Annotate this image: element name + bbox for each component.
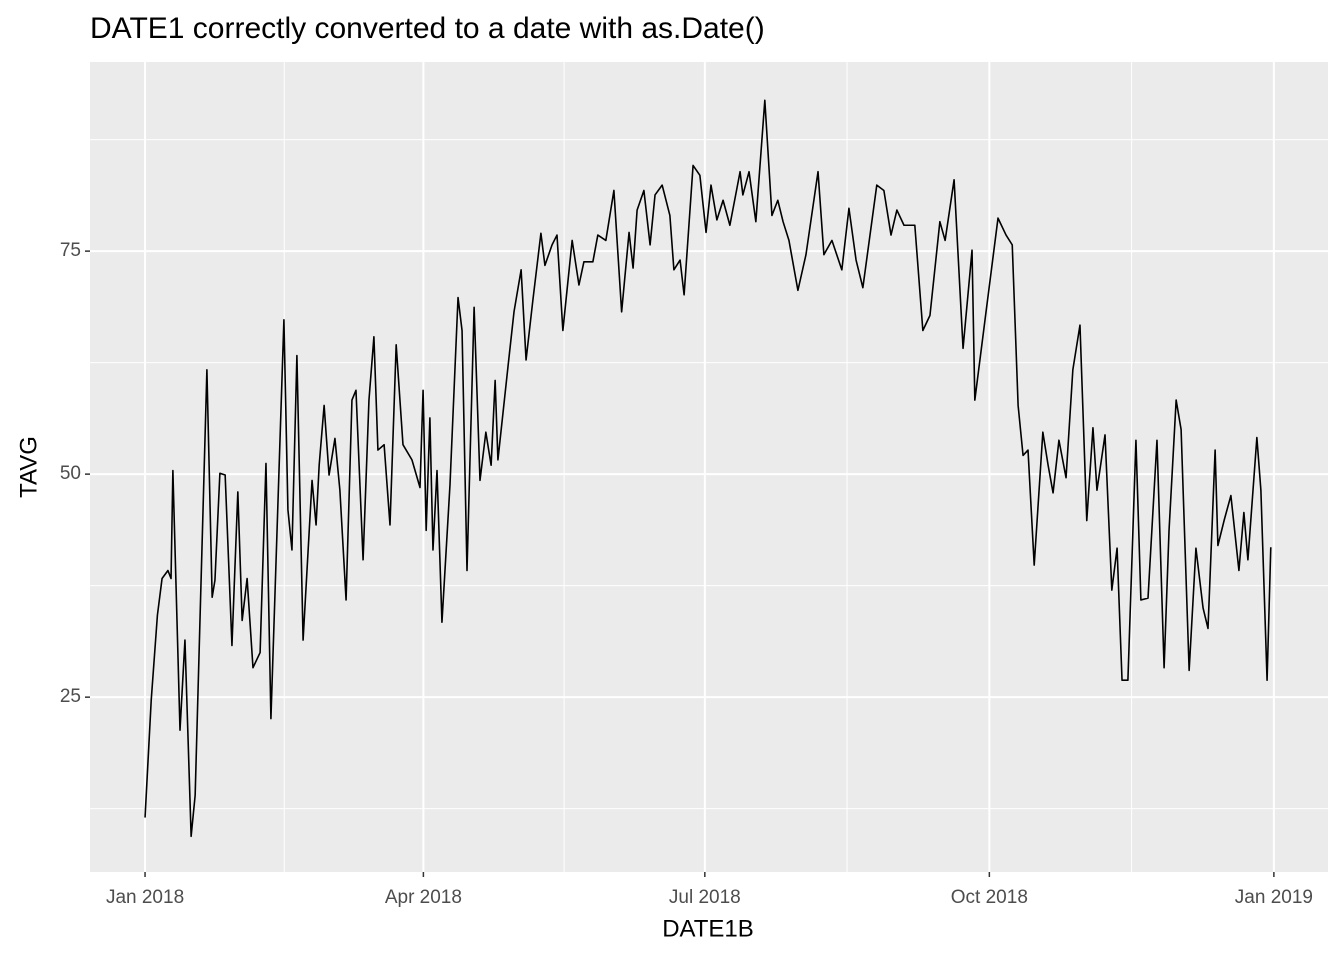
y-tick-label: 75 (60, 240, 81, 261)
y-axis-label: TAVG (15, 436, 42, 498)
plot-background (90, 62, 1328, 872)
y-tick-label: 50 (60, 463, 81, 484)
data-line (144, 99, 1272, 838)
x-tick-label: Oct 2018 (951, 887, 1028, 908)
x-axis-label: DATE1B (662, 915, 754, 942)
chart-title: DATE1 correctly converted to a date with… (90, 12, 765, 45)
x-tick-label: Apr 2018 (385, 887, 462, 908)
y-tick-label: 25 (60, 686, 81, 707)
x-tick-label: Jul 2018 (669, 887, 741, 908)
x-tick-label: Jan 2018 (106, 887, 184, 908)
x-tick-label: Jan 2019 (1235, 887, 1313, 908)
